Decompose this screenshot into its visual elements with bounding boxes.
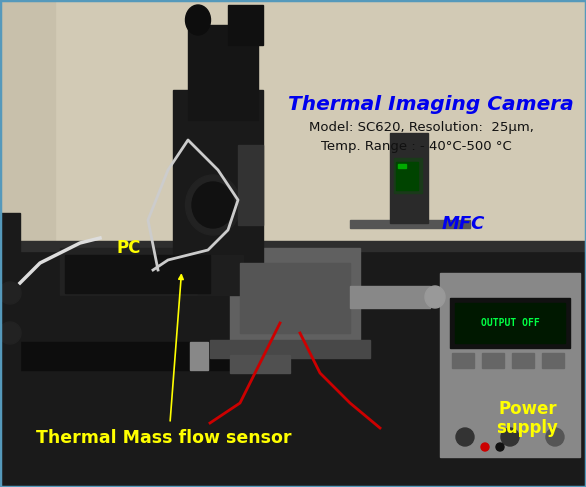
Bar bbox=[230, 355, 290, 373]
Bar bbox=[455, 303, 565, 343]
Text: Thermal Imaging Camera: Thermal Imaging Camera bbox=[288, 95, 574, 114]
Ellipse shape bbox=[496, 443, 504, 451]
Bar bbox=[240, 263, 350, 333]
Text: Power: Power bbox=[498, 400, 557, 418]
Bar bbox=[188, 25, 258, 120]
Bar bbox=[512, 353, 534, 368]
Bar bbox=[228, 5, 263, 45]
Bar bbox=[190, 342, 208, 370]
Text: PC: PC bbox=[117, 240, 141, 257]
Bar bbox=[198, 255, 243, 295]
Bar bbox=[350, 220, 470, 228]
Bar bbox=[230, 248, 360, 343]
Text: Thermal Mass flow sensor: Thermal Mass flow sensor bbox=[36, 430, 292, 447]
Ellipse shape bbox=[192, 182, 234, 228]
Bar bbox=[398, 164, 406, 168]
Text: Temp. Range : - 40°C-500 °C: Temp. Range : - 40°C-500 °C bbox=[321, 140, 512, 152]
Bar bbox=[394, 158, 422, 193]
Text: supply: supply bbox=[496, 419, 558, 436]
Bar bbox=[0, 213, 20, 373]
Bar bbox=[440, 273, 580, 457]
Ellipse shape bbox=[0, 282, 21, 304]
Ellipse shape bbox=[186, 5, 210, 35]
Text: Model: SC620, Resolution:  25μm,: Model: SC620, Resolution: 25μm, bbox=[309, 121, 534, 134]
Bar bbox=[173, 90, 263, 270]
Ellipse shape bbox=[546, 428, 564, 446]
Bar bbox=[0, 0, 586, 243]
Ellipse shape bbox=[0, 322, 21, 344]
Bar bbox=[60, 248, 215, 298]
Text: OUTPUT OFF: OUTPUT OFF bbox=[481, 318, 539, 328]
Ellipse shape bbox=[456, 428, 474, 446]
Bar bbox=[482, 353, 504, 368]
Bar bbox=[0, 342, 290, 370]
Text: MFC: MFC bbox=[441, 215, 485, 233]
Bar bbox=[350, 286, 430, 308]
Bar bbox=[0, 243, 586, 487]
Ellipse shape bbox=[481, 443, 489, 451]
Bar bbox=[0, 0, 55, 243]
Bar bbox=[210, 340, 370, 358]
Bar bbox=[396, 162, 418, 190]
Ellipse shape bbox=[425, 286, 445, 308]
Bar bbox=[452, 353, 474, 368]
Ellipse shape bbox=[186, 175, 240, 235]
Bar bbox=[0, 241, 586, 251]
Bar bbox=[238, 145, 263, 225]
Ellipse shape bbox=[501, 428, 519, 446]
Bar bbox=[50, 296, 220, 310]
Bar bbox=[65, 255, 210, 293]
Bar bbox=[450, 298, 570, 348]
Bar bbox=[542, 353, 564, 368]
Bar bbox=[390, 133, 428, 223]
